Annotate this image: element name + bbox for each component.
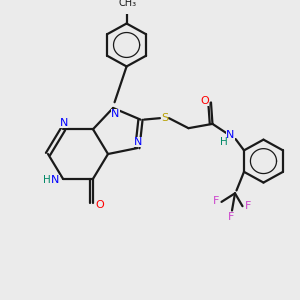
Text: O: O	[200, 96, 209, 106]
Text: H: H	[43, 175, 50, 185]
Text: F: F	[245, 201, 251, 211]
Text: N: N	[59, 118, 68, 128]
Text: H: H	[220, 137, 227, 147]
Text: O: O	[95, 200, 104, 210]
Text: CH₃: CH₃	[118, 0, 136, 8]
Text: F: F	[213, 196, 219, 206]
Text: F: F	[228, 212, 235, 222]
Text: N: N	[226, 130, 235, 140]
Text: N: N	[134, 137, 142, 147]
Text: N: N	[111, 109, 120, 119]
Text: N: N	[51, 175, 60, 185]
Text: S: S	[161, 113, 168, 123]
